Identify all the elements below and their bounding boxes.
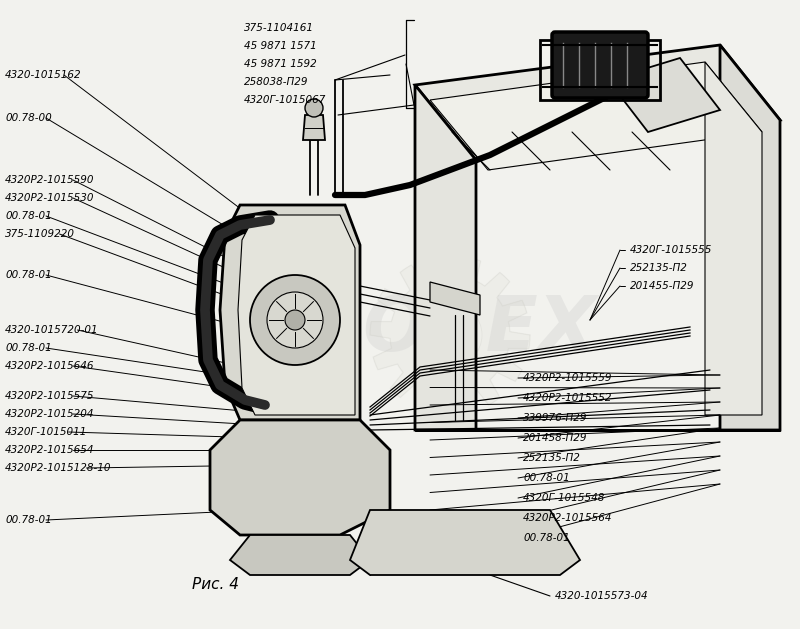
Polygon shape	[238, 215, 355, 415]
Text: 4320-1015720-01: 4320-1015720-01	[5, 325, 98, 335]
Text: 4320-1015573-04: 4320-1015573-04	[555, 591, 649, 601]
Polygon shape	[303, 115, 325, 140]
Text: Рис. 4: Рис. 4	[193, 577, 239, 592]
Text: 45 9871 1592: 45 9871 1592	[244, 59, 317, 69]
Text: 00.78-01: 00.78-01	[523, 473, 570, 483]
Text: 375-1104161: 375-1104161	[244, 23, 314, 33]
Circle shape	[418, 303, 482, 367]
Text: 00.78-01: 00.78-01	[5, 211, 52, 221]
Text: 4320Р2-1015552: 4320Р2-1015552	[523, 393, 613, 403]
Circle shape	[267, 292, 323, 348]
Polygon shape	[415, 45, 780, 160]
Text: 201455-П29: 201455-П29	[630, 281, 694, 291]
Polygon shape	[608, 58, 720, 132]
Polygon shape	[430, 282, 480, 315]
Text: 252135-П2: 252135-П2	[630, 263, 688, 273]
Polygon shape	[705, 62, 762, 415]
Text: 4320-1015162: 4320-1015162	[5, 70, 82, 80]
Text: 258038-П29: 258038-П29	[244, 77, 309, 87]
Text: 4320Р2-1015590: 4320Р2-1015590	[5, 175, 94, 185]
Polygon shape	[350, 510, 580, 575]
Text: 00.78-01: 00.78-01	[5, 270, 52, 280]
Polygon shape	[220, 205, 360, 420]
Text: 4320Р2-1015559: 4320Р2-1015559	[523, 373, 613, 383]
Polygon shape	[430, 62, 762, 170]
Text: 00.78-00: 00.78-00	[5, 113, 52, 123]
Text: 4320Г-1015548: 4320Г-1015548	[523, 493, 606, 503]
Text: 4320Г-1015067: 4320Г-1015067	[244, 95, 326, 105]
Text: OREX: OREX	[362, 293, 598, 367]
Text: 201458-П29: 201458-П29	[523, 433, 587, 443]
Text: 00.78-01: 00.78-01	[5, 343, 52, 353]
Text: 4320Р2-1015204: 4320Р2-1015204	[5, 409, 94, 419]
Text: 252135-П2: 252135-П2	[523, 453, 581, 463]
Text: 4320Г-1015555: 4320Г-1015555	[630, 245, 712, 255]
Polygon shape	[370, 255, 530, 415]
FancyBboxPatch shape	[552, 32, 648, 98]
Text: 339976-П29: 339976-П29	[523, 413, 587, 423]
Text: 4320Р2-1015575: 4320Р2-1015575	[5, 391, 94, 401]
Polygon shape	[210, 420, 390, 535]
Polygon shape	[230, 535, 370, 575]
Polygon shape	[720, 45, 780, 430]
Text: 375-1109220: 375-1109220	[5, 229, 75, 239]
Text: 4320Р2-1015646: 4320Р2-1015646	[5, 361, 94, 371]
Text: 45 9871 1571: 45 9871 1571	[244, 41, 317, 51]
Text: 00.78-01: 00.78-01	[5, 515, 52, 525]
Text: 4320Р2-1015654: 4320Р2-1015654	[5, 445, 94, 455]
Circle shape	[250, 275, 340, 365]
Circle shape	[305, 99, 323, 117]
Circle shape	[285, 310, 305, 330]
Polygon shape	[415, 85, 476, 430]
Text: 4320Р2-1015530: 4320Р2-1015530	[5, 193, 94, 203]
Text: 00.78-01: 00.78-01	[523, 533, 570, 543]
Text: 4320Р2-1015128-10: 4320Р2-1015128-10	[5, 463, 111, 473]
Text: 4320Г-1015011: 4320Г-1015011	[5, 427, 87, 437]
Text: 4320Р2-1015564: 4320Р2-1015564	[523, 513, 613, 523]
